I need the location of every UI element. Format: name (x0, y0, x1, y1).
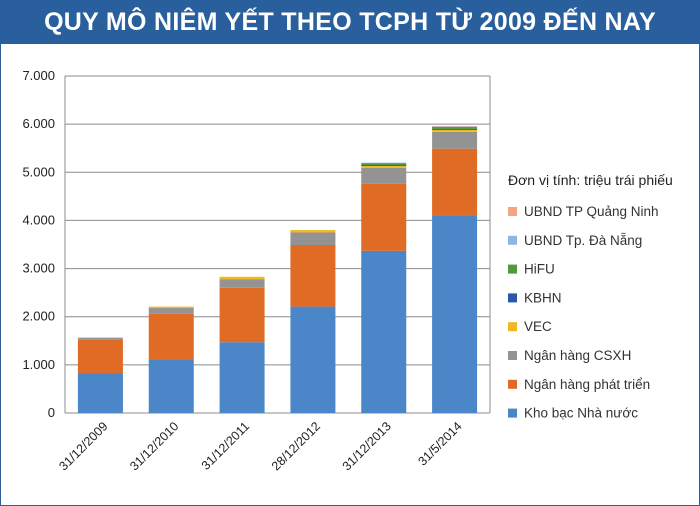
bar-segment (148, 306, 194, 309)
bar-segment (432, 129, 478, 132)
bar-segment (432, 127, 478, 129)
y-tick-label: 4.000 (22, 212, 55, 227)
bar-segment (361, 165, 407, 167)
legend-swatch (508, 351, 517, 360)
bar-segment (148, 359, 194, 413)
legend-label: HiFU (524, 262, 555, 277)
bar-segment (219, 287, 265, 343)
x-tick-label: 31/12/2009 (56, 419, 110, 473)
bar-segment (77, 339, 123, 374)
bar-segment (77, 337, 123, 340)
chart-title: QUY MÔ NIÊM YẾT THEO TCPH TỪ 2009 ĐẾN NA… (0, 0, 700, 44)
bar-segment (432, 215, 478, 413)
bar-segment (290, 232, 336, 245)
bar-segment (290, 230, 336, 233)
bar-segment (148, 313, 194, 360)
x-tick-label: 31/12/2011 (199, 419, 253, 473)
legend-label: UBND TP Quảng Ninh (524, 204, 659, 219)
y-tick-label: 3.000 (22, 261, 55, 276)
bar-segment (148, 308, 194, 314)
y-tick-label: 7.000 (22, 68, 55, 83)
bar-segment (432, 148, 478, 216)
legend-swatch (508, 235, 517, 245)
bar-segment (77, 373, 123, 413)
bar-segment (432, 131, 478, 149)
bar-segment (219, 276, 265, 280)
x-tick-label: 28/12/2012 (269, 419, 323, 473)
legend-label: VEC (524, 319, 552, 334)
legend: Đơn vị tính: triệu trái phiếu UBND TP Quả… (508, 172, 673, 421)
legend-swatch (508, 322, 517, 332)
legend-unit-label: Đơn vị tính: triệu trái phiếu (508, 172, 673, 188)
legend-swatch (508, 207, 517, 216)
bar-segment (219, 279, 265, 288)
bar-segment (361, 166, 407, 168)
bar-segment (361, 250, 407, 413)
y-tick-label: 1.000 (22, 357, 55, 372)
legend-label: Ngân hàng CSXH (524, 348, 631, 363)
grid-layer (65, 75, 490, 414)
legend-swatch (508, 379, 517, 389)
bar-segment (361, 163, 407, 166)
legend-label: Kho bạc Nhà nước (524, 406, 638, 421)
legend-label: UBND Tp. Đà Nẵng (524, 233, 642, 248)
legend-swatch (508, 293, 517, 303)
y-tick-label: 0 (48, 405, 55, 420)
bar-segment (219, 342, 265, 413)
legend-swatch (508, 408, 517, 418)
legend-label: Ngân hàng phát triển (524, 377, 650, 392)
bar-segment (432, 128, 478, 130)
y-tick-label: 5.000 (22, 164, 55, 179)
bars-layer (77, 126, 478, 413)
bar-segment (361, 167, 407, 184)
y-tick-label: 6.000 (22, 116, 55, 131)
legend-swatch (508, 264, 517, 274)
bar-segment (290, 306, 336, 413)
bar-segment (361, 183, 407, 251)
x-tick-label: 31/12/2013 (340, 419, 394, 473)
bar-segment (290, 244, 336, 307)
x-tick-label: 31/5/2014 (415, 419, 464, 468)
x-tick-label: 31/12/2010 (127, 419, 181, 473)
y-tick-label: 2.000 (22, 309, 55, 324)
legend-label: KBHN (524, 290, 562, 305)
